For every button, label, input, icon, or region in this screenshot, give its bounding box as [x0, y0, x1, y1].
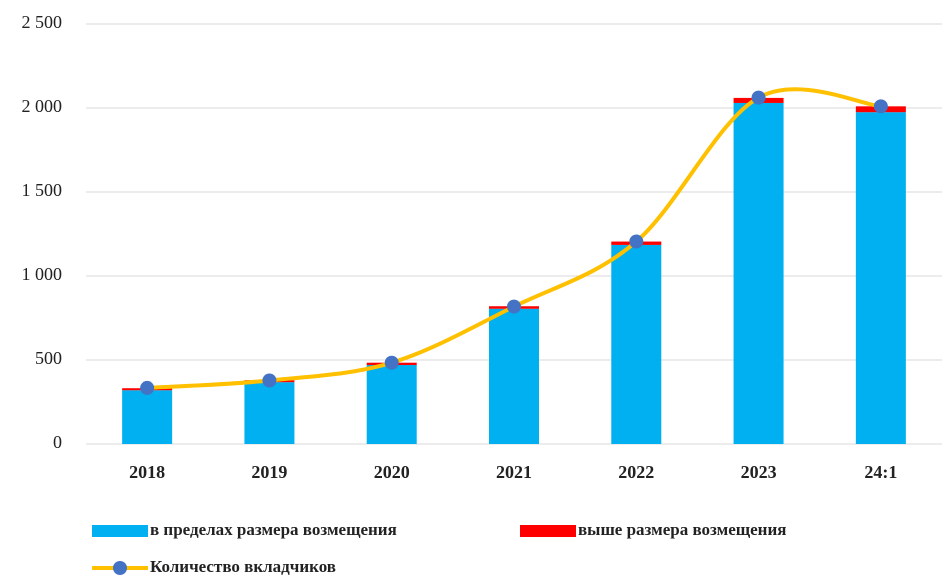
bar	[489, 308, 539, 444]
x-tick-label: 2021	[496, 462, 532, 482]
bar	[366, 365, 417, 444]
y-tick-label: 0	[53, 432, 62, 452]
y-tick-label: 2 000	[22, 96, 63, 116]
marker	[751, 90, 766, 105]
x-tick-label: 2019	[251, 462, 287, 482]
x-tick-label: 2020	[374, 462, 410, 482]
x-tick-label: 2018	[129, 462, 165, 482]
bar	[244, 382, 295, 444]
x-tick-label: 2023	[741, 462, 777, 482]
bar	[733, 102, 784, 445]
marker	[507, 299, 521, 314]
y-tick-label: 1 500	[22, 180, 63, 200]
x-tick-label: 24:1	[864, 462, 897, 482]
legend-swatch	[520, 525, 576, 537]
marker	[384, 355, 399, 370]
bar	[611, 244, 662, 444]
bar	[855, 112, 906, 444]
legend-label: Количество вкладчиков	[150, 557, 336, 576]
legend-label: в пределах размера возмещения	[150, 520, 397, 539]
marker	[262, 373, 277, 388]
marker	[629, 234, 644, 249]
legend-marker	[113, 561, 127, 575]
marker	[873, 99, 888, 114]
legend-label: выше размера возмещения	[578, 520, 786, 539]
x-tick-label: 2022	[618, 462, 654, 482]
marker	[140, 380, 155, 395]
bar	[122, 390, 173, 444]
y-tick-label: 2 500	[22, 12, 63, 32]
legend-swatch	[92, 525, 148, 537]
y-tick-label: 1 000	[22, 264, 63, 284]
y-tick-label: 500	[35, 348, 62, 368]
